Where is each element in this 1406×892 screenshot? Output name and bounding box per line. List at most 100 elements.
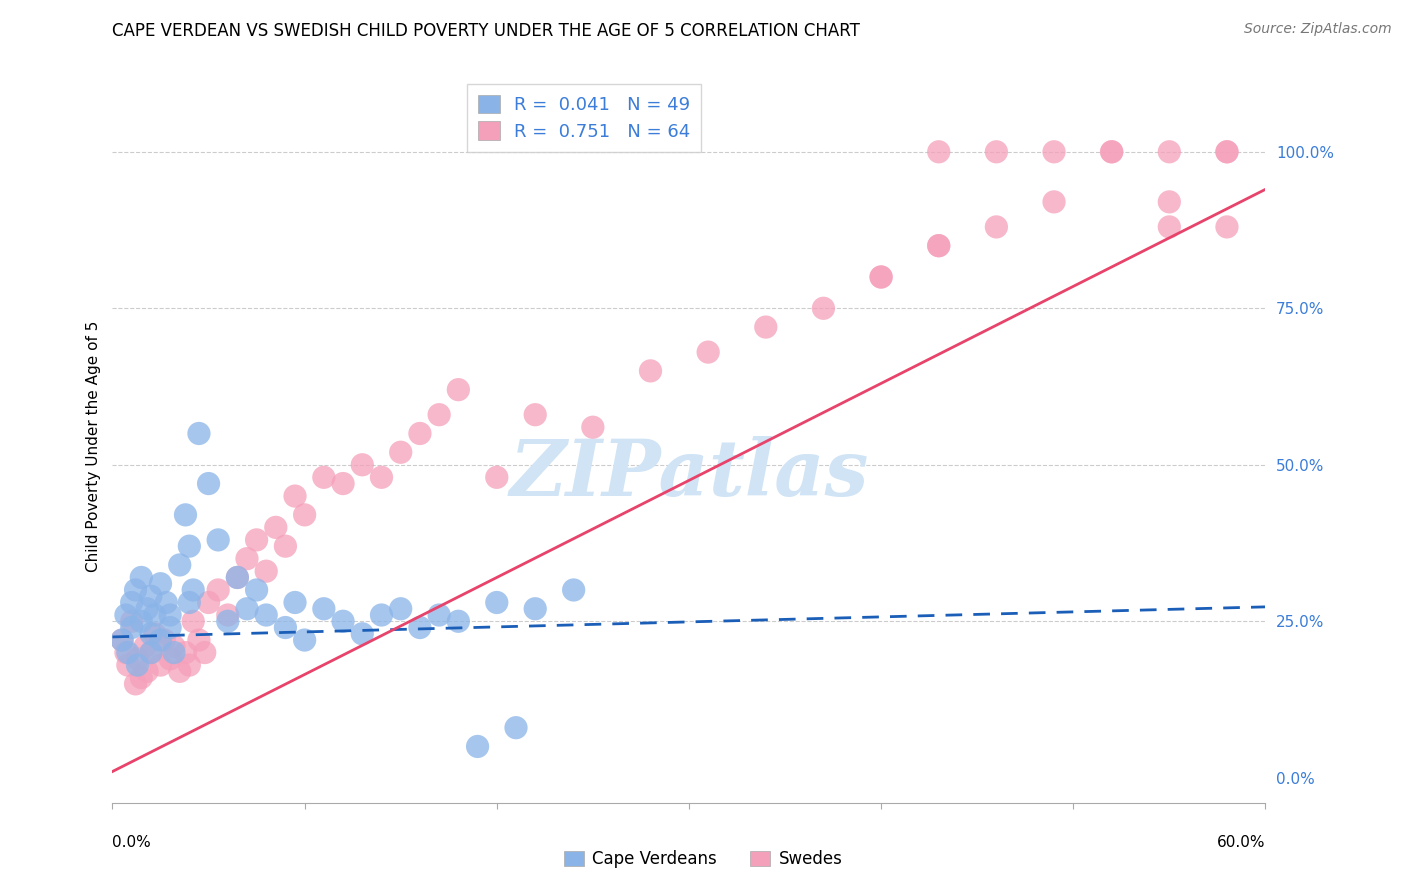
Legend: R =  0.041   N = 49, R =  0.751   N = 64: R = 0.041 N = 49, R = 0.751 N = 64 (467, 84, 702, 152)
Text: 60.0%: 60.0% (1218, 836, 1265, 850)
Point (129, 614, 153, 628)
Point (928, 238, 950, 252)
Point (181, 582, 204, 597)
Point (143, 627, 166, 641)
Point (197, 595, 219, 609)
Point (124, 582, 146, 597)
Point (274, 539, 297, 553)
Point (153, 633, 176, 648)
Point (159, 621, 181, 635)
Point (236, 551, 259, 566)
Point (352, 627, 374, 641)
Point (332, 476, 354, 491)
Point (187, 633, 211, 648)
Point (159, 607, 181, 622)
Point (294, 633, 316, 648)
Point (1101, 145, 1123, 159)
Point (370, 607, 392, 622)
Point (427, 408, 450, 422)
Point (370, 470, 392, 484)
Text: CAPE VERDEAN VS SWEDISH CHILD POVERTY UNDER THE AGE OF 5 CORRELATION CHART: CAPE VERDEAN VS SWEDISH CHILD POVERTY UN… (112, 22, 860, 40)
Point (179, 658, 201, 673)
Point (143, 607, 166, 622)
Point (274, 621, 297, 635)
Point (149, 658, 172, 673)
Point (409, 426, 432, 441)
Point (169, 558, 191, 572)
Text: 0.0%: 0.0% (112, 836, 152, 850)
Point (226, 570, 249, 584)
Point (427, 607, 450, 622)
Point (129, 570, 153, 584)
Point (524, 408, 547, 422)
Point (181, 614, 204, 628)
Point (467, 739, 489, 754)
Text: ZIPatlas: ZIPatlas (509, 436, 869, 513)
Point (121, 614, 143, 628)
Point (111, 633, 134, 648)
Point (245, 533, 267, 547)
Point (149, 633, 172, 648)
Point (562, 582, 585, 597)
Text: Source: ZipAtlas.com: Source: ZipAtlas.com (1244, 22, 1392, 37)
Point (1043, 145, 1066, 159)
Point (870, 270, 893, 285)
Point (1216, 145, 1239, 159)
Point (117, 658, 139, 673)
Point (169, 665, 191, 679)
Point (163, 640, 186, 654)
Point (485, 595, 508, 609)
Point (755, 320, 778, 334)
Point (174, 646, 197, 660)
Point (352, 458, 374, 472)
Point (986, 219, 1008, 234)
Point (139, 589, 162, 603)
Point (134, 640, 156, 654)
Point (1043, 194, 1066, 209)
Y-axis label: Child Poverty Under the Age of 5: Child Poverty Under the Age of 5 (86, 320, 101, 572)
Point (697, 345, 720, 359)
Point (389, 601, 412, 615)
Point (245, 582, 267, 597)
Point (447, 383, 470, 397)
Point (194, 646, 217, 660)
Point (312, 470, 335, 484)
Point (582, 420, 605, 434)
Point (121, 595, 143, 609)
Point (928, 145, 950, 159)
Point (124, 677, 146, 691)
Point (197, 476, 219, 491)
Point (254, 607, 277, 622)
Point (117, 646, 139, 660)
Point (155, 595, 177, 609)
Point (1216, 219, 1239, 234)
Point (207, 533, 229, 547)
Point (447, 614, 470, 628)
Point (115, 607, 138, 622)
Point (174, 508, 197, 522)
Point (179, 595, 201, 609)
Point (284, 595, 307, 609)
Point (207, 582, 229, 597)
Point (294, 508, 316, 522)
Point (312, 601, 335, 615)
Point (284, 489, 307, 503)
Point (187, 426, 211, 441)
Point (149, 576, 172, 591)
Point (524, 601, 547, 615)
Point (236, 601, 259, 615)
Point (1159, 219, 1181, 234)
Legend: Cape Verdeans, Swedes: Cape Verdeans, Swedes (557, 844, 849, 875)
Point (127, 658, 149, 673)
Point (115, 646, 138, 660)
Point (136, 601, 159, 615)
Point (111, 633, 134, 648)
Point (1216, 145, 1239, 159)
Point (1101, 145, 1123, 159)
Point (121, 621, 143, 635)
Point (870, 270, 893, 285)
Point (986, 145, 1008, 159)
Point (1159, 145, 1181, 159)
Point (505, 721, 527, 735)
Point (139, 646, 162, 660)
